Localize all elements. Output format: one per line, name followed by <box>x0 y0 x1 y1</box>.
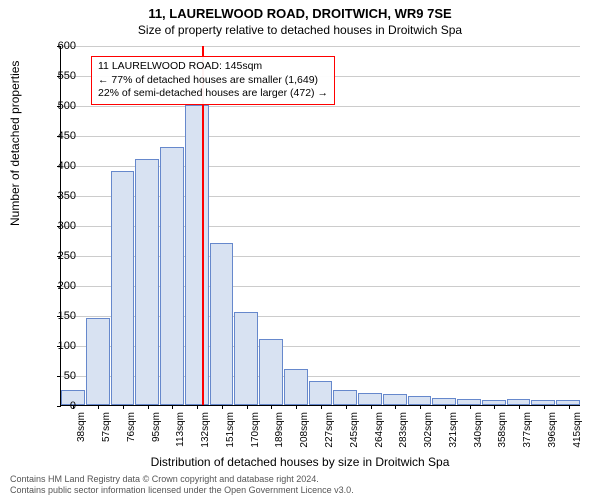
plot-area: 38sqm57sqm76sqm95sqm113sqm132sqm151sqm17… <box>60 46 580 406</box>
annotation-line-3: 22% of semi-detached houses are larger (… <box>98 87 328 101</box>
xtick-label: 377sqm <box>522 412 533 448</box>
histogram-bar <box>210 243 234 405</box>
histogram-bar <box>309 381 333 405</box>
xtick-mark <box>544 405 545 409</box>
xtick-mark <box>371 405 372 409</box>
xtick-mark <box>296 405 297 409</box>
histogram-bar <box>333 390 357 405</box>
ytick-label: 450 <box>46 130 76 142</box>
xtick-mark <box>148 405 149 409</box>
xtick-label: 321sqm <box>448 412 459 448</box>
histogram-bar <box>383 394 407 405</box>
footer-attribution: Contains HM Land Registry data © Crown c… <box>10 474 354 496</box>
xtick-mark <box>247 405 248 409</box>
xtick-label: 95sqm <box>151 412 162 442</box>
annotation-line-1: 11 LAURELWOOD ROAD: 145sqm <box>98 60 328 74</box>
ytick-label: 100 <box>46 340 76 352</box>
xtick-label: 415sqm <box>572 412 583 448</box>
xtick-mark <box>197 405 198 409</box>
xtick-label: 227sqm <box>324 412 335 448</box>
xtick-mark <box>172 405 173 409</box>
xtick-label: 396sqm <box>547 412 558 448</box>
chart-container: 11, LAURELWOOD ROAD, DROITWICH, WR9 7SE … <box>0 0 600 500</box>
xtick-label: 170sqm <box>250 412 261 448</box>
histogram-bar <box>111 171 135 405</box>
xtick-mark <box>346 405 347 409</box>
x-axis-label: Distribution of detached houses by size … <box>0 455 600 469</box>
xtick-label: 208sqm <box>299 412 310 448</box>
ytick-label: 50 <box>46 370 76 382</box>
histogram-bar <box>234 312 258 405</box>
xtick-mark <box>420 405 421 409</box>
ytick-label: 400 <box>46 160 76 172</box>
xtick-label: 113sqm <box>175 412 186 447</box>
ytick-label: 550 <box>46 70 76 82</box>
y-axis-label: Number of detached properties <box>8 61 22 226</box>
ytick-label: 300 <box>46 220 76 232</box>
xtick-mark <box>222 405 223 409</box>
xtick-label: 151sqm <box>225 412 236 448</box>
ytick-label: 250 <box>46 250 76 262</box>
ytick-label: 500 <box>46 100 76 112</box>
xtick-label: 264sqm <box>374 412 385 448</box>
xtick-label: 132sqm <box>200 412 211 448</box>
annotation-line-2: ← 77% of detached houses are smaller (1,… <box>98 74 328 88</box>
xtick-label: 283sqm <box>398 412 409 448</box>
xtick-label: 57sqm <box>101 412 112 442</box>
xtick-label: 38sqm <box>76 412 87 442</box>
xtick-mark <box>98 405 99 409</box>
footer-line-1: Contains HM Land Registry data © Crown c… <box>10 474 354 485</box>
xtick-label: 340sqm <box>473 412 484 448</box>
histogram-bar <box>86 318 110 405</box>
histogram-bar <box>358 393 382 405</box>
xtick-mark <box>321 405 322 409</box>
gridline <box>61 106 580 107</box>
histogram-bar <box>284 369 308 405</box>
histogram-bar <box>160 147 184 405</box>
gridline <box>61 136 580 137</box>
xtick-label: 76sqm <box>126 412 137 442</box>
xtick-label: 245sqm <box>349 412 360 448</box>
histogram-bar <box>135 159 159 405</box>
annotation-box: 11 LAURELWOOD ROAD: 145sqm← 77% of detac… <box>91 56 335 105</box>
ytick-label: 600 <box>46 40 76 52</box>
chart-title-main: 11, LAURELWOOD ROAD, DROITWICH, WR9 7SE <box>0 0 600 21</box>
xtick-mark <box>123 405 124 409</box>
ytick-label: 150 <box>46 310 76 322</box>
gridline <box>61 46 580 47</box>
xtick-mark <box>470 405 471 409</box>
xtick-mark <box>494 405 495 409</box>
histogram-bar <box>259 339 283 405</box>
xtick-label: 189sqm <box>274 412 285 448</box>
histogram-bar <box>408 396 432 405</box>
ytick-label: 350 <box>46 190 76 202</box>
xtick-mark <box>445 405 446 409</box>
histogram-bar <box>185 105 209 405</box>
histogram-bar <box>432 398 456 405</box>
footer-line-2: Contains public sector information licen… <box>10 485 354 496</box>
xtick-mark <box>519 405 520 409</box>
xtick-mark <box>271 405 272 409</box>
ytick-label: 200 <box>46 280 76 292</box>
ytick-label: 0 <box>46 400 76 412</box>
xtick-label: 358sqm <box>497 412 508 448</box>
xtick-mark <box>569 405 570 409</box>
xtick-mark <box>395 405 396 409</box>
chart-title-sub: Size of property relative to detached ho… <box>0 21 600 37</box>
xtick-label: 302sqm <box>423 412 434 448</box>
